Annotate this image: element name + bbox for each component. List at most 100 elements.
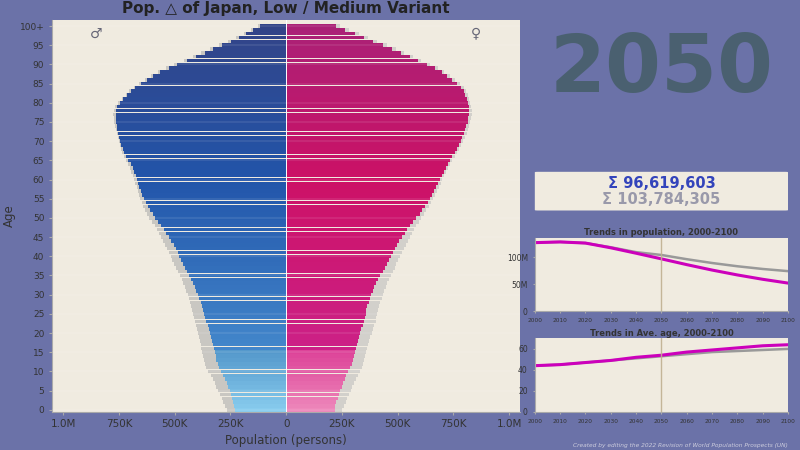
Y-axis label: Age: Age — [2, 205, 15, 227]
Text: Σ 96,619,603: Σ 96,619,603 — [607, 176, 715, 191]
Bar — [219, 44, 286, 47]
Bar — [151, 74, 286, 78]
Bar — [286, 270, 382, 274]
Bar — [286, 389, 350, 392]
Bar — [179, 255, 286, 258]
Bar — [286, 90, 466, 93]
Bar — [186, 289, 286, 293]
Bar — [286, 247, 404, 250]
Bar — [178, 270, 286, 274]
Bar — [286, 255, 391, 258]
Bar — [174, 63, 286, 66]
Bar — [286, 274, 380, 277]
Bar — [286, 358, 353, 362]
Bar — [251, 28, 286, 32]
Bar — [286, 328, 362, 331]
Bar — [286, 185, 438, 189]
Bar — [286, 212, 424, 216]
Bar — [117, 124, 286, 127]
Bar — [133, 174, 286, 177]
Bar — [196, 324, 286, 327]
Bar — [202, 354, 286, 358]
Bar — [286, 155, 454, 158]
Bar — [286, 109, 472, 112]
Bar — [286, 74, 450, 78]
Bar — [124, 155, 286, 158]
Bar — [144, 197, 286, 201]
Bar — [211, 335, 286, 339]
Bar — [286, 335, 359, 339]
Bar — [286, 174, 442, 177]
Bar — [286, 289, 384, 293]
Bar — [286, 162, 450, 166]
Bar — [286, 32, 358, 36]
Bar — [286, 320, 375, 323]
Bar — [204, 358, 286, 362]
Bar — [286, 220, 414, 224]
Bar — [286, 239, 399, 243]
Bar — [286, 193, 435, 197]
Bar — [286, 151, 454, 154]
Bar — [286, 101, 470, 104]
Bar — [212, 339, 286, 342]
Bar — [183, 59, 286, 62]
Bar — [205, 51, 286, 54]
Bar — [182, 262, 286, 266]
Bar — [123, 97, 286, 101]
Bar — [286, 258, 389, 262]
Bar — [169, 67, 286, 70]
Bar — [185, 266, 286, 270]
Bar — [204, 312, 286, 315]
Bar — [286, 285, 374, 289]
Bar — [116, 117, 286, 120]
Bar — [231, 40, 286, 43]
Bar — [286, 162, 448, 166]
Bar — [222, 44, 286, 47]
Bar — [286, 396, 338, 400]
Bar — [171, 239, 286, 243]
Bar — [286, 135, 465, 139]
Bar — [286, 105, 471, 108]
Bar — [114, 120, 286, 124]
Bar — [115, 105, 286, 108]
Bar — [126, 155, 286, 158]
Bar — [130, 90, 286, 93]
Bar — [153, 212, 286, 216]
Bar — [194, 316, 286, 320]
Bar — [286, 112, 472, 116]
Bar — [234, 400, 286, 404]
Bar — [286, 362, 363, 365]
Bar — [199, 297, 286, 300]
Bar — [286, 124, 469, 127]
Bar — [286, 235, 410, 239]
Bar — [286, 297, 370, 300]
Bar — [202, 346, 286, 350]
Bar — [286, 224, 416, 227]
Bar — [286, 55, 413, 58]
Bar — [286, 59, 418, 62]
Bar — [223, 374, 286, 377]
Bar — [286, 86, 463, 89]
Bar — [286, 308, 366, 312]
Bar — [193, 281, 286, 285]
Bar — [286, 117, 469, 120]
Bar — [140, 197, 286, 201]
Bar — [234, 404, 286, 408]
Bar — [286, 166, 448, 170]
Bar — [286, 293, 383, 297]
Bar — [286, 231, 405, 235]
Bar — [178, 251, 286, 254]
Bar — [286, 212, 419, 216]
Bar — [286, 140, 461, 143]
Bar — [147, 212, 286, 216]
Bar — [150, 216, 286, 220]
Bar — [286, 135, 462, 139]
Bar — [201, 301, 286, 304]
Bar — [131, 170, 286, 174]
Bar — [183, 281, 286, 285]
Bar — [186, 270, 286, 274]
Bar — [118, 140, 286, 143]
Bar — [286, 124, 466, 127]
Bar — [286, 251, 393, 254]
Bar — [286, 185, 436, 189]
